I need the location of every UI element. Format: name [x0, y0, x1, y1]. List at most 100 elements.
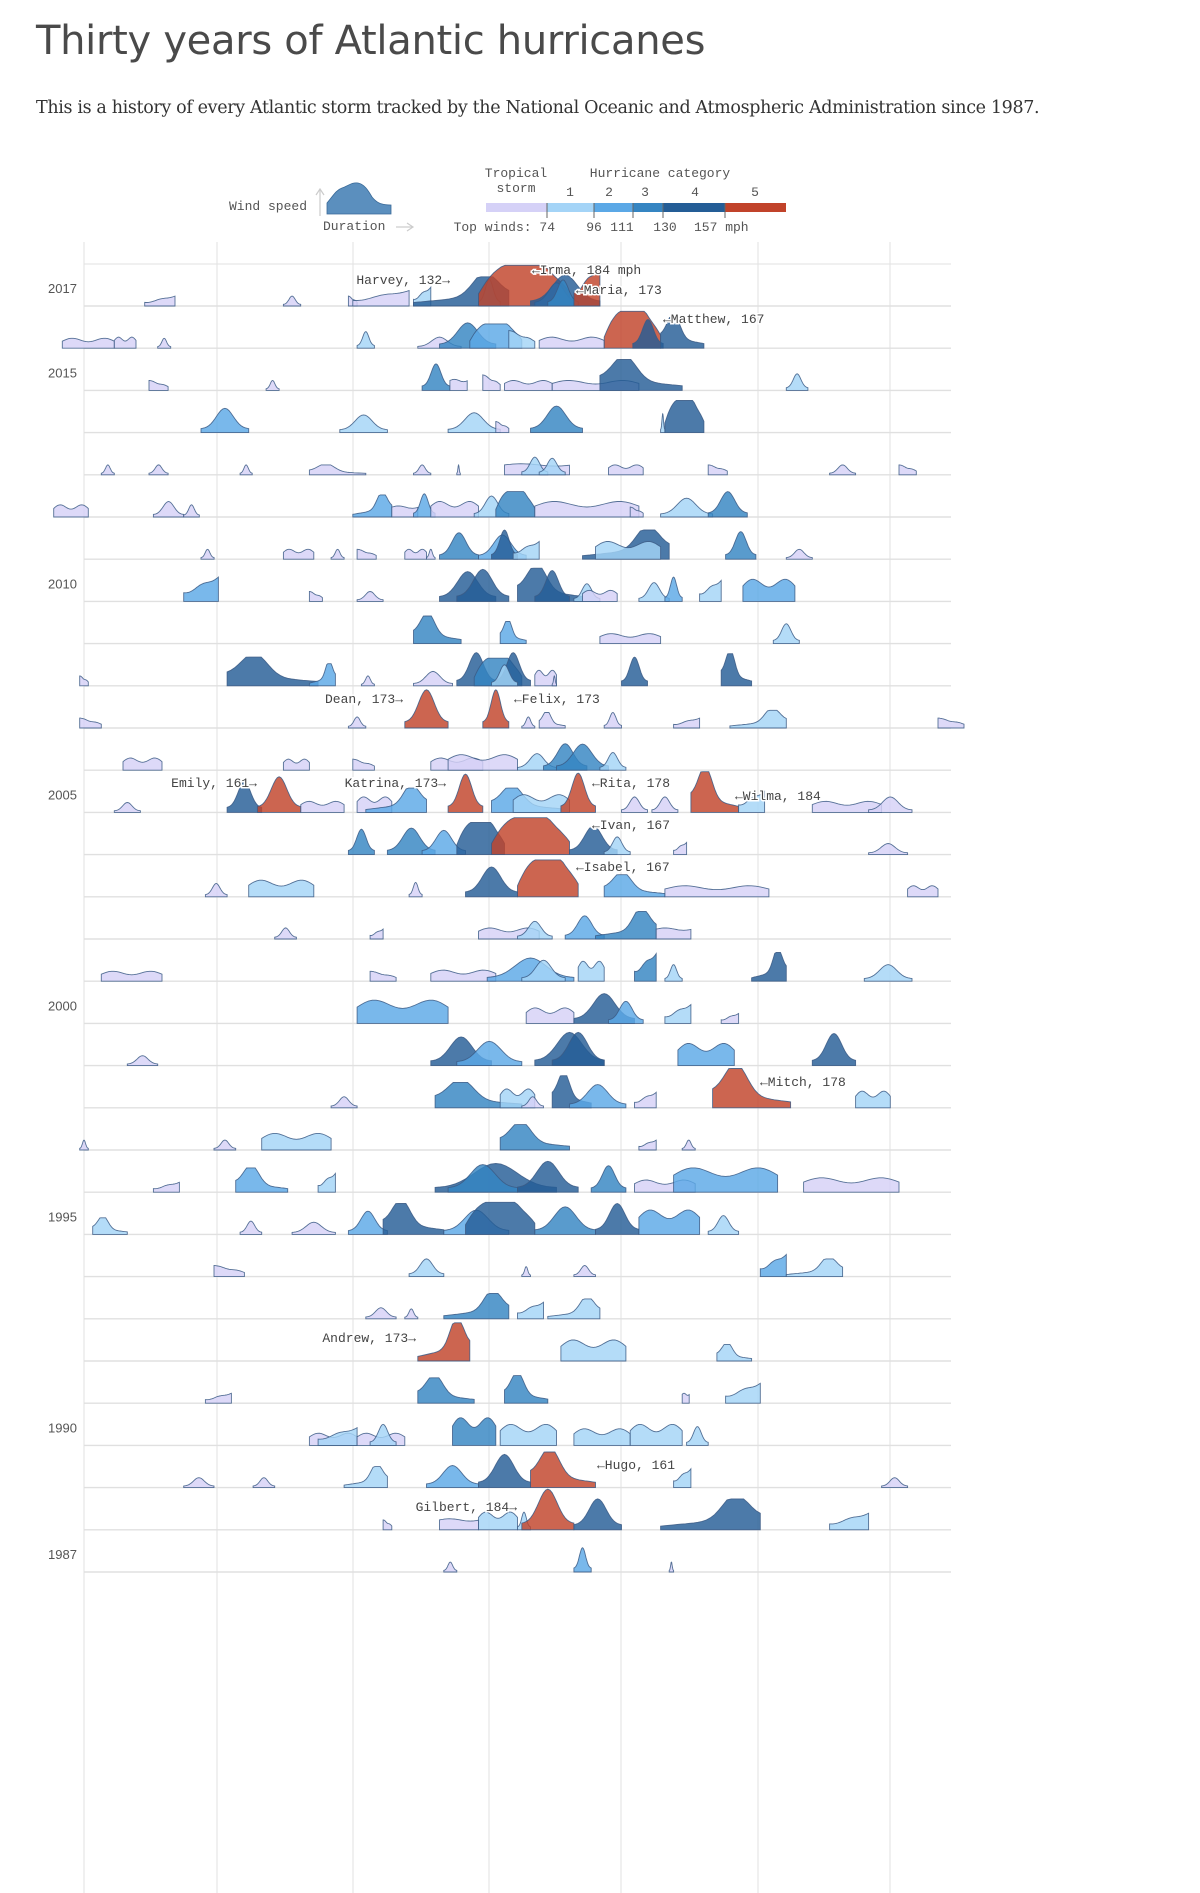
storm-area	[517, 1160, 579, 1193]
storm-area	[608, 464, 644, 476]
storm-area	[391, 505, 419, 518]
year-label-2005: 2005	[48, 787, 77, 802]
storm-area	[183, 504, 200, 518]
storm-area	[599, 633, 662, 645]
storm-area	[200, 548, 215, 560]
storm-area	[426, 548, 436, 560]
legend-category-number: 3	[641, 185, 649, 200]
storm-area	[252, 1477, 276, 1489]
storm-area	[79, 717, 102, 729]
storm-area	[785, 1258, 844, 1278]
storm-area	[382, 1519, 393, 1531]
annotation-label: ←Ivan, 167	[592, 818, 670, 833]
storm-area	[426, 1465, 479, 1489]
legend-category-number: 5	[751, 185, 759, 200]
annotation-andrew: Andrew, 173→	[321, 1330, 418, 1348]
storm-area	[308, 663, 336, 687]
storm-area	[512, 794, 570, 813]
storm-area	[573, 1498, 622, 1531]
storm-area	[148, 464, 169, 476]
storm-area	[300, 800, 345, 813]
storm-area	[677, 1043, 735, 1067]
storm-area	[330, 1096, 358, 1109]
storm-area	[113, 336, 137, 349]
annotation-label: ←Mitch, 178	[760, 1075, 846, 1090]
storm-area	[582, 589, 618, 602]
storm-area	[829, 1512, 870, 1531]
storm-hugo	[530, 1451, 596, 1489]
storm-area	[79, 675, 89, 687]
storm-area	[829, 464, 857, 476]
storm-area	[53, 504, 89, 518]
storm-area	[547, 1298, 601, 1320]
storm-area	[521, 716, 536, 729]
annotation-hugo: ←Hugo, 161	[596, 1457, 677, 1475]
storm-area	[482, 374, 501, 391]
storm-area	[356, 331, 375, 349]
storm-andrew	[417, 1322, 471, 1362]
storm-area	[447, 1164, 518, 1193]
storm-area	[352, 758, 375, 771]
storm-area	[347, 716, 367, 729]
storm-area	[356, 999, 449, 1024]
storm-mitch	[712, 1068, 792, 1109]
storm-area	[413, 670, 453, 687]
storm-emily	[256, 776, 302, 813]
legend-swatch-tropical-storm	[486, 203, 547, 212]
storm-area	[339, 414, 388, 434]
storm-area	[113, 802, 141, 813]
storm-area	[330, 548, 345, 560]
storm-area	[664, 400, 705, 434]
storm-area	[439, 1518, 479, 1531]
storm-area	[560, 1339, 627, 1362]
year-label-2010: 2010	[48, 576, 77, 591]
annotation-mitch: ←Mitch, 178	[759, 1074, 848, 1092]
storm-area	[660, 497, 714, 518]
storm-area	[352, 289, 410, 307]
storm-area	[629, 1423, 683, 1446]
storm-area	[152, 1181, 180, 1193]
storm-area	[408, 1258, 445, 1278]
storm-area	[456, 1040, 523, 1067]
storm-wilma	[690, 771, 740, 813]
annotation-label: Gilbert, 184→	[416, 1500, 518, 1515]
storm-area	[621, 796, 648, 813]
storm-area	[699, 579, 722, 602]
storm-area	[564, 915, 605, 940]
storm-area	[655, 927, 692, 940]
storm-area	[538, 457, 566, 476]
storm-area	[681, 1392, 690, 1404]
annotations: Harvey, 132→ ←Irma, 184 mph ←Maria, 173←Ma…	[170, 262, 848, 1517]
storm-area	[725, 1382, 761, 1404]
storm-area	[382, 1203, 445, 1235]
annotation-isabel: ←Isabel, 167	[575, 859, 672, 877]
storm-area	[577, 960, 605, 982]
legend-threshold-label: 130	[653, 220, 676, 235]
storm-area	[521, 1266, 531, 1278]
legend-swatch-category-3	[633, 203, 663, 212]
storm-area	[907, 885, 939, 898]
annotation-label: ←Irma, 184 mph	[532, 263, 641, 278]
annotation-katrina: Katrina, 173→	[343, 775, 448, 793]
year-label-2015: 2015	[48, 365, 77, 380]
annotation-label: Emily, 161→	[171, 776, 257, 791]
storm-area	[629, 506, 644, 518]
storm-area	[517, 1301, 544, 1320]
legend-category-number: 4	[691, 185, 699, 200]
storm-area	[551, 675, 557, 687]
storm-area	[183, 576, 219, 602]
storm-area	[664, 964, 683, 982]
storm-dean	[404, 689, 449, 729]
annotation-matthew: ←Matthew, 167	[662, 311, 766, 329]
storm-area	[660, 316, 705, 349]
storm-area	[751, 952, 787, 982]
legend-threshold-label: 111	[610, 220, 634, 235]
storm-area	[122, 757, 163, 771]
storm-area	[347, 1210, 388, 1235]
storm-area	[248, 879, 315, 898]
annotation-label: ←Rita, 178	[592, 776, 670, 791]
storm-area	[365, 787, 427, 813]
storm-felix	[482, 689, 510, 729]
storm-area	[443, 1561, 458, 1573]
storm-area	[742, 578, 796, 602]
